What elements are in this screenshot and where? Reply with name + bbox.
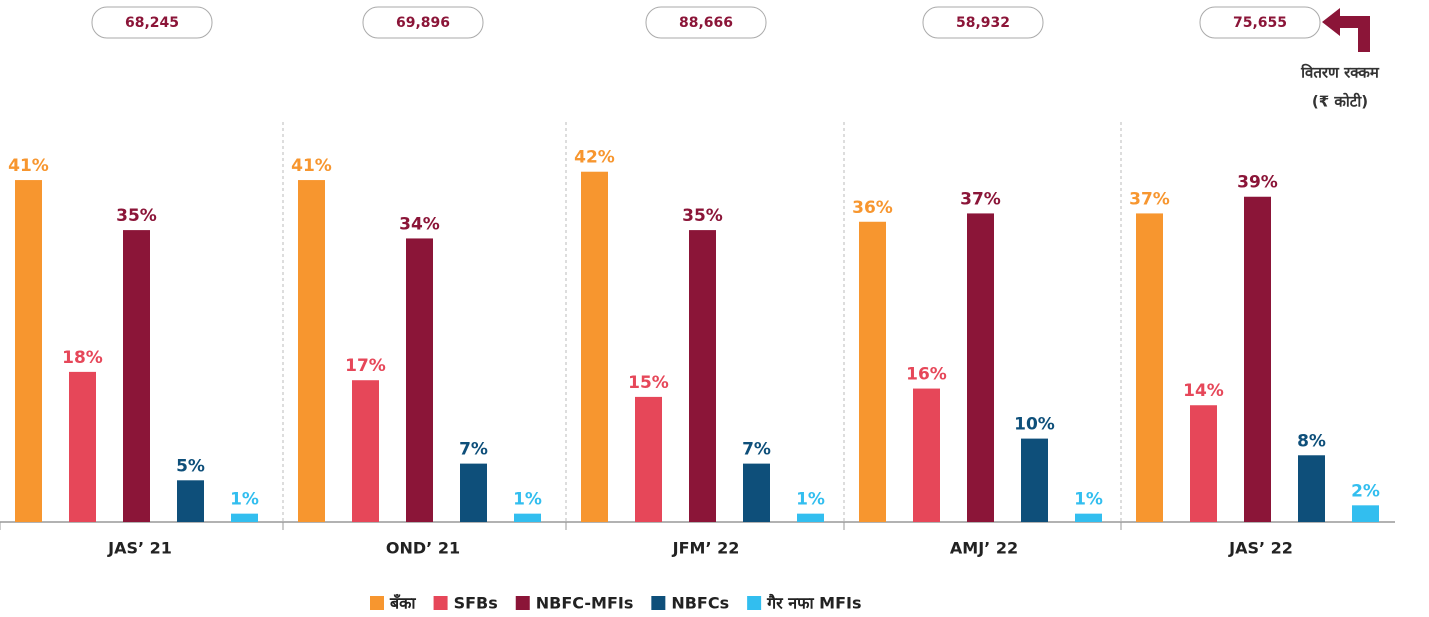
bar [352,380,379,522]
group-total: 58,932 [956,15,1010,31]
x-tick-label: AMJ’ 22 [950,539,1018,558]
annotation: (₹ कोटी) [1312,93,1368,111]
x-tick-label: JFM’ 22 [672,539,740,558]
group-total: 69,896 [396,15,450,31]
value-label: 39% [1237,173,1278,193]
group-total: 88,666 [679,15,733,31]
total-pill [1199,6,1321,39]
value-label: 41% [291,156,332,176]
value-label: 17% [345,356,386,376]
bar [913,388,940,522]
total-pill [362,6,484,39]
value-label: 18% [62,348,103,368]
legend-swatch [651,596,666,610]
bar [514,513,541,522]
annotation: वितरण रक्कम [1300,64,1380,82]
group-total: 75,655 [1233,15,1287,31]
total-pill [91,6,213,39]
bar [967,213,994,523]
bar [859,221,886,522]
value-label: 37% [1129,189,1170,209]
value-label: 1% [513,490,542,510]
value-label: 1% [230,490,259,510]
bar [1021,438,1048,522]
value-label: 2% [1351,481,1380,501]
value-label: 10% [1014,415,1055,435]
value-label: 35% [682,206,723,226]
value-label: 14% [1183,381,1224,401]
bar [298,180,325,522]
group-total: 68,245 [125,15,179,31]
bar [123,230,150,522]
legend-swatch [515,596,530,610]
bar [1190,405,1217,522]
value-label: 7% [459,440,488,460]
legend-swatch [747,596,762,610]
value-label: 42% [574,148,615,168]
total-pill [645,6,767,39]
value-label: 37% [960,189,1001,209]
bar [1298,455,1325,522]
value-label: 5% [176,456,205,476]
bar [797,513,824,522]
value-label: 1% [796,490,825,510]
bar [177,480,204,522]
bar [581,171,608,522]
x-tick-label: JAS’ 21 [107,539,172,558]
legend-label: SFBs [454,594,498,613]
legend-label: बँका [389,594,416,613]
value-label: 7% [742,440,771,460]
bar [460,463,487,522]
total-pill [922,6,1044,39]
bar [635,396,662,522]
value-label: 1% [1074,490,1103,510]
legend-label: NBFCs [671,594,729,613]
bar [15,180,42,522]
x-tick-label: JAS’ 22 [1228,539,1293,558]
bar [689,230,716,522]
value-label: 34% [399,214,440,234]
bar [406,238,433,522]
bar [69,371,96,522]
x-tick-label: OND’ 21 [386,539,460,558]
legend-swatch [370,596,384,610]
value-label: 16% [906,365,947,385]
bar [1244,196,1271,523]
legend-label: गैर नफा MFIs [766,594,861,613]
value-label: 41% [8,156,49,176]
bar [1136,213,1163,523]
bar [1075,513,1102,522]
legend-label: NBFC-MFIs [536,594,634,613]
bar [1352,505,1379,522]
value-label: 8% [1297,431,1326,451]
bar [743,463,770,522]
legend-swatch [433,596,448,610]
arrow [1322,8,1370,52]
bar [231,513,258,522]
value-label: 35% [116,206,157,226]
value-label: 15% [628,373,669,393]
value-label: 36% [852,198,893,218]
